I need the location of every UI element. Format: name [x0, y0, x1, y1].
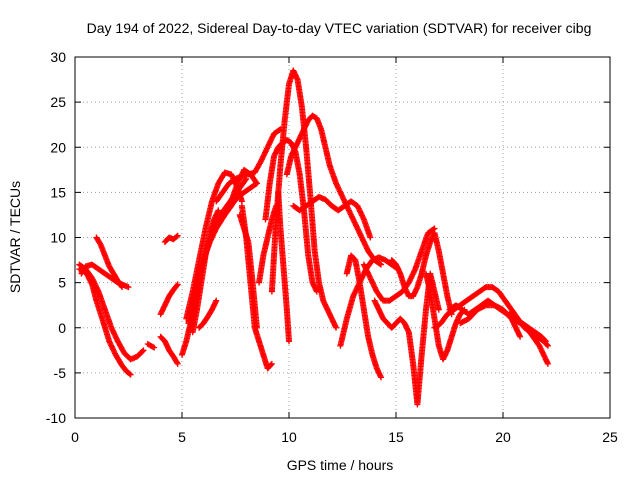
series-track-13: [196, 297, 220, 331]
data-point: [517, 333, 524, 340]
data-point: [313, 288, 320, 295]
x-tick-label: 20: [495, 429, 511, 445]
data-point: [430, 226, 437, 233]
series-track-22: [283, 112, 385, 268]
x-tick-label: 0: [71, 429, 79, 445]
data-point: [174, 232, 181, 239]
data-point: [435, 306, 442, 313]
data-point: [119, 284, 126, 291]
data-point: [268, 361, 275, 368]
series-track-29: [422, 270, 468, 363]
data-point: [126, 370, 133, 377]
data-point: [125, 284, 132, 291]
data-point: [542, 338, 549, 345]
data-point: [268, 360, 275, 367]
data-point: [151, 344, 158, 351]
y-tick-label: 5: [58, 275, 66, 291]
series-track-12: [189, 207, 222, 336]
x-tick-label: 5: [178, 429, 186, 445]
chart-title: Day 194 of 2022, Sidereal Day-to-day VTE…: [87, 20, 592, 36]
plot-frame: [74, 56, 611, 419]
series-track-02: [76, 261, 147, 363]
data-point: [544, 342, 551, 349]
data-point: [367, 234, 374, 241]
x-tick-label: 15: [388, 429, 404, 445]
y-tick-label: 30: [50, 49, 66, 65]
data-point: [174, 281, 181, 288]
y-tick-label: 0: [58, 320, 66, 336]
y-tick-label: 25: [50, 94, 66, 110]
data-point: [376, 260, 383, 267]
data-points: [76, 67, 551, 408]
data-point: [174, 360, 181, 367]
series-track-03: [78, 261, 132, 291]
data-point: [139, 348, 146, 355]
series-track-25: [343, 252, 385, 381]
series-track-17: [236, 211, 260, 331]
data-point: [544, 360, 551, 367]
data-point: [149, 343, 156, 350]
y-tick-label: 20: [50, 139, 66, 155]
y-tick-label: 15: [50, 184, 66, 200]
series-track-05: [144, 340, 158, 351]
gridlines: [75, 57, 610, 418]
data-point: [213, 297, 220, 304]
series-track-26: [360, 225, 438, 304]
y-tick-label: -5: [54, 365, 67, 381]
data-point: [544, 341, 551, 348]
data-point: [253, 179, 260, 186]
y-axis-label: SDTVAR / TECUs: [7, 181, 23, 293]
series-track-23: [290, 193, 374, 241]
y-tick-label: 10: [50, 230, 66, 246]
data-point: [253, 180, 260, 187]
data-point: [378, 261, 385, 268]
series-track-33: [506, 311, 549, 345]
data-point: [140, 347, 147, 354]
series-track-20: [268, 67, 340, 331]
data-point: [173, 282, 180, 289]
data-point: [253, 324, 260, 331]
y-tick-label: -10: [46, 410, 66, 426]
series-track-08: [161, 232, 181, 246]
data-point: [215, 207, 222, 214]
series-track-06: [157, 333, 181, 367]
data-point: [378, 374, 385, 381]
data-point: [174, 359, 181, 366]
data-point: [118, 283, 125, 290]
data-point: [333, 324, 340, 331]
series-track-18: [256, 202, 280, 286]
data-point: [127, 371, 134, 378]
series-track-21: [275, 189, 292, 345]
series-track-07: [157, 281, 181, 318]
x-tick-label: 10: [281, 429, 297, 445]
x-axis-label: GPS time / hours: [287, 457, 394, 473]
series-track-04: [93, 234, 126, 291]
data-point: [286, 338, 292, 345]
series-track-15: [228, 166, 260, 205]
tick-labels: 0 5 10 15 20 25 -10 -5 0 5 10 15 20 25 30: [46, 49, 618, 445]
data-point: [173, 233, 180, 240]
x-tick-label: 25: [602, 429, 618, 445]
data-point: [541, 337, 548, 344]
series-track-27: [371, 270, 442, 408]
